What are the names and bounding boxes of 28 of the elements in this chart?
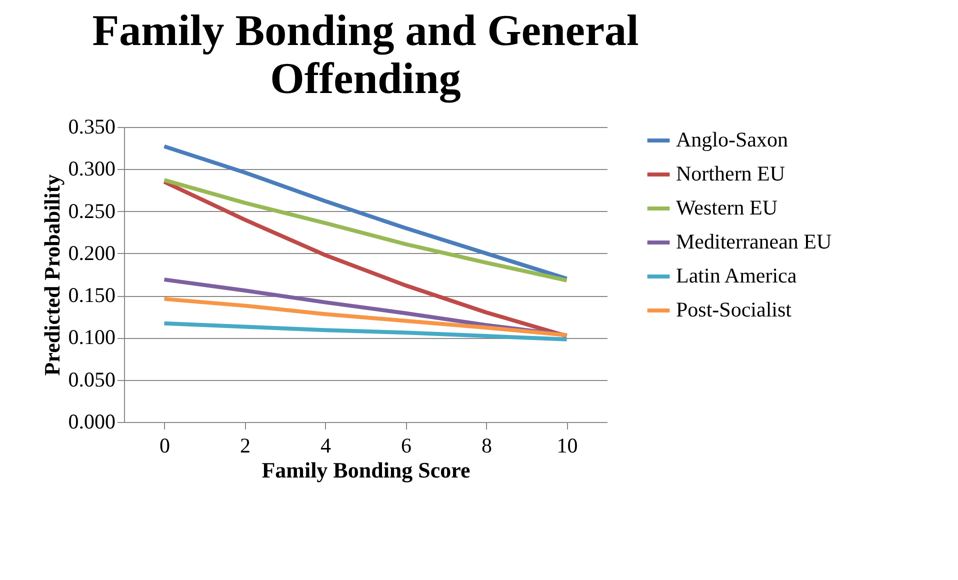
- y-tick-label: 0.300: [68, 156, 116, 181]
- x-axis-title: Family Bonding Score: [262, 458, 471, 482]
- x-tick-label: 2: [240, 434, 250, 458]
- y-tick-label: 0.350: [68, 114, 116, 138]
- line-series: [162, 296, 569, 338]
- x-tick-label: 4: [320, 434, 332, 458]
- line-series: [162, 180, 569, 338]
- line-series: [162, 178, 569, 282]
- y-tick-label: 0.000: [68, 410, 116, 434]
- y-axis-title: Predicted Probability: [39, 174, 64, 376]
- line-series: [162, 144, 569, 281]
- line-series: [162, 321, 569, 342]
- y-tick-label: 0.250: [68, 198, 116, 223]
- legend-label: Latin America: [676, 264, 798, 288]
- legend-label: Post-Socialist: [676, 298, 792, 322]
- legend-label: Anglo-Saxon: [676, 128, 788, 152]
- chart-title: Family Bonding and General Offending: [92, 6, 639, 103]
- y-tick-label: 0.050: [68, 367, 116, 392]
- x-tick-label: 8: [482, 434, 492, 458]
- y-tick-label: 0.150: [68, 283, 116, 308]
- y-tick-label: 0.100: [68, 325, 116, 350]
- legend-label: Northern EU: [676, 162, 786, 186]
- x-tick-label: 6: [401, 434, 412, 458]
- legend-label: Western EU: [676, 196, 778, 220]
- x-tick-label: 10: [556, 434, 578, 458]
- y-tick-label: 0.200: [68, 240, 116, 265]
- legend-label: Mediterranean EU: [676, 230, 832, 254]
- x-tick-label: 0: [160, 434, 170, 458]
